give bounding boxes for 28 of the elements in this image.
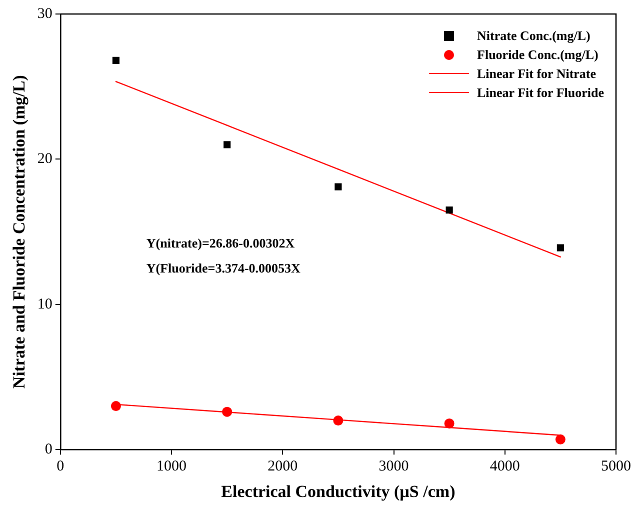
legend-label: Fluoride Conc.(mg/L) (477, 46, 598, 62)
y-tick-label: 30 (37, 6, 52, 22)
y-tick-label: 20 (37, 151, 52, 168)
point (556, 244, 564, 252)
x-tick-label: 4000 (490, 458, 520, 475)
x-tick-label: 2000 (268, 458, 298, 475)
x-tick-label: 1000 (156, 458, 187, 475)
point (222, 406, 232, 417)
point (110, 401, 121, 412)
point (112, 56, 120, 64)
annotation: Y(nitrate)=26.86-0.00302X (146, 235, 296, 250)
x-tick-label: 3000 (378, 458, 409, 475)
point (555, 434, 566, 444)
legend-label: Linear Fit for Nitrate (477, 66, 596, 82)
legend-label: Linear Fit for Fluoride (477, 84, 604, 100)
x-tick-label: 0 (56, 458, 64, 475)
point (224, 141, 231, 148)
legend-label: Nitrate Conc.(mg/L) (477, 28, 590, 44)
point (444, 418, 454, 428)
point (333, 416, 344, 426)
y-tick-label: 0 (44, 442, 52, 458)
y-axis-title: Nitrate and Fluoride Concentration (mg/L) (10, 75, 29, 389)
annotation: Y(Fluoride=3.374-0.00053X (146, 260, 302, 276)
x-axis-title: Electrical Conductivity (µS /cm) (221, 482, 456, 502)
x-tick-label: 5000 (601, 458, 631, 475)
y-tick-label: 10 (37, 296, 52, 312)
point (334, 183, 342, 190)
point (446, 206, 453, 214)
